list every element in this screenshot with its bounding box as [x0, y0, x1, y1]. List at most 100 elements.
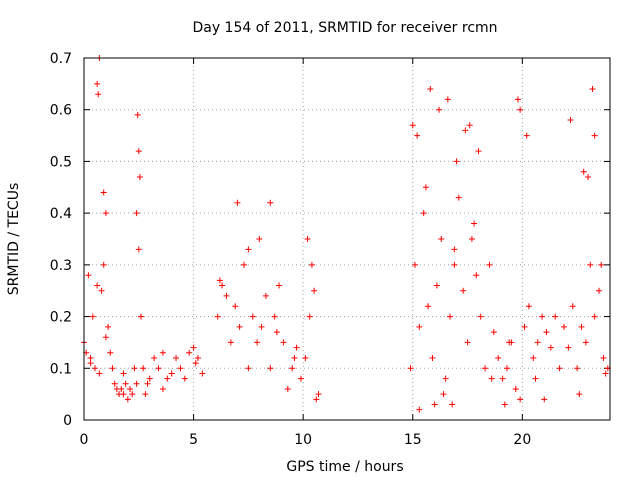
x-tick-label: 20: [513, 432, 531, 448]
data-point: [234, 199, 241, 206]
data-point: [223, 292, 230, 299]
data-point: [181, 375, 188, 382]
data-point: [120, 370, 127, 377]
data-point: [499, 375, 506, 382]
data-point: [289, 365, 296, 372]
data-point: [240, 261, 247, 268]
data-point: [168, 370, 175, 377]
data-point: [85, 272, 92, 279]
data-point: [503, 365, 510, 372]
data-point: [273, 329, 280, 336]
plot-frame: [83, 57, 611, 421]
data-point: [589, 86, 596, 93]
data-point: [102, 210, 109, 217]
data-point: [565, 344, 572, 351]
data-point: [164, 375, 171, 382]
data-point: [425, 303, 432, 310]
data-point: [284, 385, 291, 392]
data-point: [596, 287, 603, 294]
data-point: [245, 246, 252, 253]
data-point: [521, 323, 528, 330]
data-point: [451, 261, 458, 268]
data-point: [433, 282, 440, 289]
data-point: [133, 380, 140, 387]
data-point: [87, 354, 94, 361]
data-point: [517, 396, 524, 403]
data-point: [177, 365, 184, 372]
data-point: [444, 96, 451, 103]
data-point: [543, 329, 550, 336]
data-point: [87, 360, 94, 367]
data-point: [276, 282, 283, 289]
data-point: [137, 313, 144, 320]
data-point: [102, 334, 109, 341]
data-point: [547, 344, 554, 351]
data-point: [407, 365, 414, 372]
data-point: [600, 354, 607, 361]
data-point: [258, 323, 265, 330]
data-point: [530, 354, 537, 361]
data-point: [501, 401, 508, 408]
data-point: [267, 365, 274, 372]
data-point: [414, 132, 421, 139]
data-point: [216, 277, 223, 284]
data-point: [585, 173, 592, 180]
data-point: [118, 385, 125, 392]
data-point: [214, 313, 221, 320]
data-point: [159, 385, 166, 392]
x-tick-label: 5: [189, 432, 198, 448]
data-point: [199, 370, 206, 377]
data-point: [416, 406, 423, 413]
data-point: [107, 349, 114, 356]
data-points: [81, 55, 611, 413]
data-point: [142, 391, 149, 398]
data-point: [151, 354, 158, 361]
x-ticks: 0 5 10 15 20: [80, 58, 531, 448]
data-point: [262, 292, 269, 299]
data-point: [490, 329, 497, 336]
data-point: [539, 313, 546, 320]
data-point: [267, 199, 274, 206]
x-tick-label: 15: [404, 432, 422, 448]
data-point: [219, 282, 226, 289]
y-tick-label: 0.7: [50, 51, 72, 67]
data-point: [427, 86, 434, 93]
data-point: [96, 370, 103, 377]
data-point: [94, 282, 101, 289]
data-point: [120, 391, 127, 398]
data-point: [482, 365, 489, 372]
data-point: [297, 375, 304, 382]
data-point: [532, 375, 539, 382]
data-point: [134, 111, 141, 118]
data-point: [517, 106, 524, 113]
data-point: [306, 313, 313, 320]
data-point: [560, 323, 567, 330]
data-point: [578, 323, 585, 330]
data-point: [100, 261, 107, 268]
y-tick-label: 0.2: [50, 310, 72, 326]
data-point: [190, 344, 197, 351]
data-point: [534, 339, 541, 346]
data-point: [598, 261, 605, 268]
data-point: [495, 354, 502, 361]
data-point: [580, 168, 587, 175]
data-point: [462, 127, 469, 134]
data-point: [473, 272, 480, 279]
data-point: [236, 323, 243, 330]
data-point: [514, 96, 521, 103]
data-point: [135, 148, 142, 155]
data-point: [302, 354, 309, 361]
data-point: [525, 303, 532, 310]
data-point: [131, 365, 138, 372]
data-point: [95, 91, 102, 98]
data-point: [173, 354, 180, 361]
data-point: [466, 122, 473, 129]
data-point: [129, 391, 136, 398]
data-point: [420, 210, 427, 217]
data-point: [411, 261, 418, 268]
data-point: [451, 246, 458, 253]
data-point: [194, 354, 201, 361]
data-point: [159, 349, 166, 356]
y-tick-label: 0.6: [50, 103, 72, 119]
data-point: [313, 396, 320, 403]
